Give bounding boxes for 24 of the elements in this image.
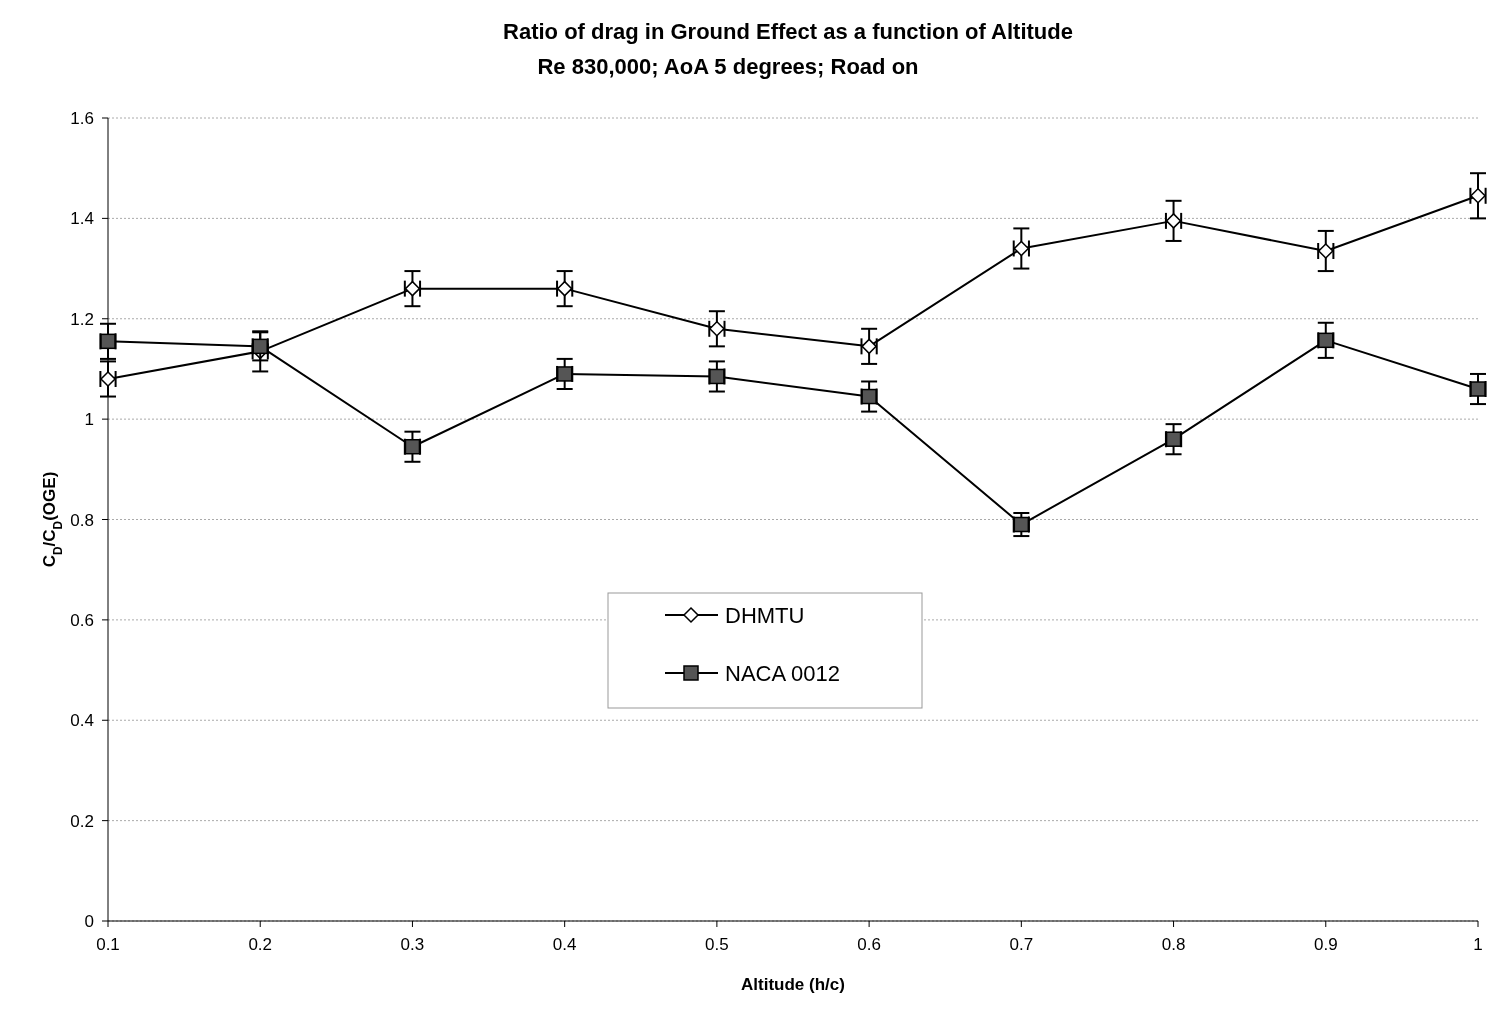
y-tick-label: 0.8 (70, 510, 94, 530)
y-tick-label: 1.4 (70, 209, 94, 229)
y-tick-label: 0.6 (70, 610, 94, 630)
x-tick-label: 0.5 (705, 935, 729, 954)
y-tick-label: 0 (84, 912, 94, 931)
legend-label: DHMTU (725, 603, 805, 628)
x-tick-label: 0.6 (857, 935, 881, 954)
y-tick-label: 0.4 (70, 711, 94, 731)
legend-label: NACA 0012 (725, 661, 840, 686)
x-tick-label: 0.8 (1161, 935, 1186, 954)
y-tick-label: 1.6 (70, 109, 94, 128)
x-tick-label: 0.2 (248, 935, 273, 954)
y-tick-label: 1 (84, 410, 94, 430)
x-tick-label: 0.7 (1009, 935, 1034, 954)
y-tick-label: 0.2 (70, 811, 94, 831)
x-tick-label: 0.4 (552, 935, 577, 954)
y-tick-label: 1.2 (70, 309, 94, 329)
x-tick-label: 1 (1473, 935, 1483, 954)
x-tick-label: 0.1 (96, 935, 120, 954)
x-tick-label: 0.9 (1313, 935, 1338, 954)
x-tick-label: 0.3 (400, 935, 425, 954)
x-axis-title: Altitude (h/c) (741, 975, 845, 994)
chart-subtitle: Re 830,000; AoA 5 degrees; Road on (537, 54, 919, 79)
chart-title: Ratio of drag in Ground Effect as a function of Altitude (503, 19, 1073, 44)
